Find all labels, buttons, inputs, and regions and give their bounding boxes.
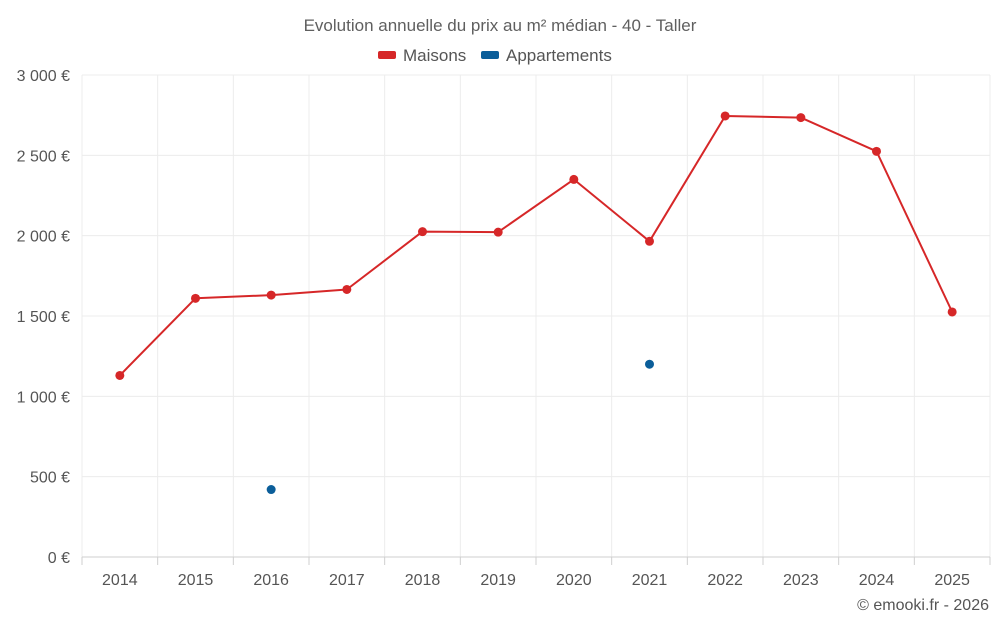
data-point-maisons-2019[interactable]: [493, 227, 503, 237]
y-tick-label: 0 €: [48, 550, 70, 567]
x-tick-label: 2025: [934, 572, 970, 589]
credit-text: © emooki.fr - 2026: [857, 597, 989, 614]
axes: 0 € 500 € 1 000 € 1 500 € 2 000 € 2 500 € 3 00…: [17, 68, 991, 589]
legend-swatch-maisons: [378, 51, 396, 59]
data-point-maisons-2021[interactable]: [645, 236, 654, 246]
y-tick-label: 500 €: [30, 470, 70, 487]
data-point-appartements-2016[interactable]: [266, 485, 276, 495]
chart-title: Evolution annuelle du prix au m² médian …: [304, 16, 697, 35]
series-line-maisons: [119, 115, 954, 377]
x-tick-label: 2016: [253, 572, 289, 589]
x-tick-label: 2020: [556, 572, 592, 589]
x-tick-label: 2018: [405, 572, 441, 589]
x-tick-label: 2024: [859, 572, 895, 589]
legend-item-appartements[interactable]: Appartements: [481, 46, 612, 65]
data-point-maisons-2015[interactable]: [191, 293, 200, 303]
grid: [81, 74, 991, 557]
y-tick-label: 2 500 €: [17, 148, 70, 165]
legend-swatch-appartements: [481, 51, 499, 59]
y-tick-label: 2 000 €: [17, 229, 70, 246]
x-tick-label: 2023: [783, 572, 819, 589]
y-tick-label: 3 000 €: [17, 68, 70, 85]
data-point-maisons-2022[interactable]: [720, 111, 730, 121]
x-tick-label: 2015: [178, 572, 214, 589]
y-tick-label: 1 000 €: [17, 389, 70, 406]
data-point-maisons-2014[interactable]: [115, 370, 125, 380]
x-tick-label: 2021: [632, 572, 668, 589]
data-point-maisons-2025[interactable]: [947, 307, 957, 317]
data-point-maisons-2024[interactable]: [872, 146, 881, 156]
legend-label-maisons: Maisons: [403, 46, 466, 65]
legend: Maisons Appartements: [378, 46, 612, 65]
x-tick-label: 2014: [102, 572, 138, 589]
data-point-maisons-2020[interactable]: [569, 174, 579, 184]
legend-item-maisons[interactable]: Maisons: [378, 46, 466, 65]
data-point-maisons-2017[interactable]: [342, 284, 352, 294]
x-tick-label: 2019: [480, 572, 516, 589]
y-tick-label: 1 500 €: [17, 309, 70, 326]
series-appartements: [266, 359, 654, 495]
data-point-maisons-2016[interactable]: [266, 290, 276, 300]
data-point-appartements-2021[interactable]: [645, 359, 654, 369]
legend-label-appartements: Appartements: [506, 46, 612, 65]
series-maisons: [115, 111, 957, 380]
x-tick-label: 2017: [329, 572, 365, 589]
series: [115, 111, 957, 495]
data-point-maisons-2018[interactable]: [418, 227, 427, 237]
x-tick-label: 2022: [707, 572, 743, 589]
data-point-maisons-2023[interactable]: [796, 113, 806, 123]
